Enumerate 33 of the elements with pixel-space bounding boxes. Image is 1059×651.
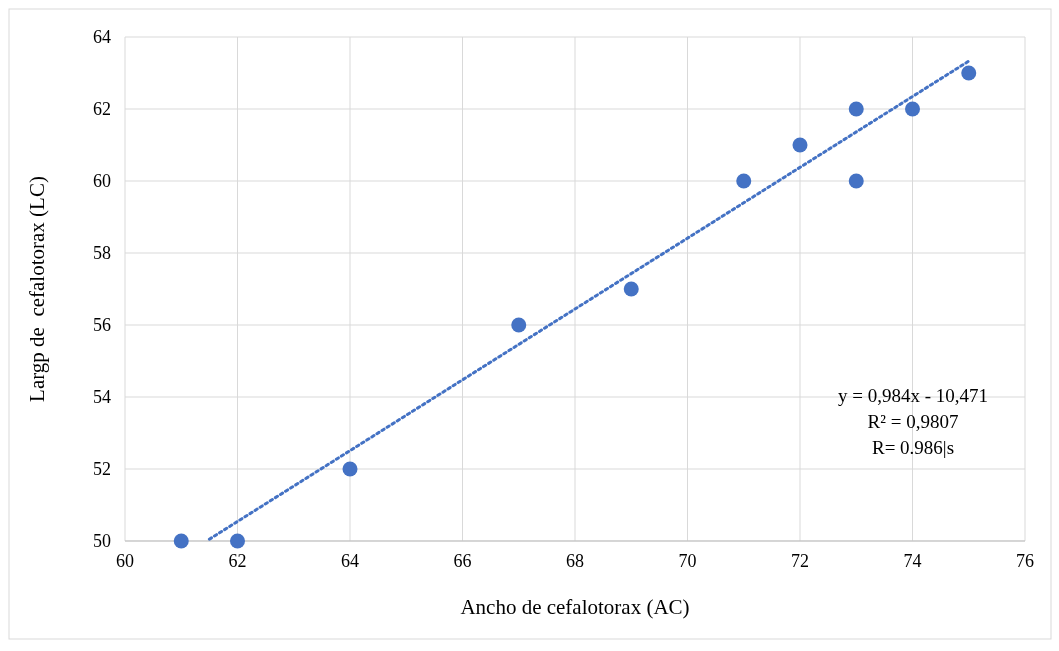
point (848, 101, 864, 117)
x-tick-label: 62 (228, 551, 247, 571)
y-tick-label: 52 (93, 459, 111, 479)
point (961, 65, 977, 81)
y-tick-label: 64 (93, 27, 111, 47)
x-tick-label: 60 (116, 551, 134, 571)
y-tick-label: 56 (93, 315, 111, 335)
y-tick-label: 60 (93, 171, 111, 191)
point (342, 461, 358, 477)
x-axis-title: Ancho de cefalotorax (AC) (460, 595, 690, 619)
point (623, 281, 639, 297)
x-tick-label: 74 (903, 551, 922, 571)
x-tick-label: 72 (791, 551, 809, 571)
point (905, 101, 920, 117)
x-tick-label: 70 (678, 551, 697, 571)
y-tick-label: 54 (93, 387, 111, 407)
annotation: R² = 0,9807 (867, 411, 959, 432)
annotation: y = 0,984x - 10,471 (837, 385, 989, 406)
point (792, 137, 808, 153)
x-tick-label: 76 (1016, 551, 1034, 571)
y-tick-label: 58 (93, 243, 111, 263)
y-tick-label: 62 (93, 99, 111, 119)
x-tick-label: 66 (453, 551, 472, 571)
x-tick-label: 68 (566, 551, 584, 571)
point (848, 173, 864, 189)
point (736, 173, 752, 189)
point (230, 533, 245, 549)
x-tick-label: 64 (341, 551, 359, 571)
annotation: R= 0.986|s (871, 437, 955, 458)
y-axis-title: Largp de cefalotorax (LC) (25, 176, 49, 402)
point (173, 533, 189, 549)
y-tick-label: 50 (93, 531, 111, 551)
point (511, 317, 527, 333)
